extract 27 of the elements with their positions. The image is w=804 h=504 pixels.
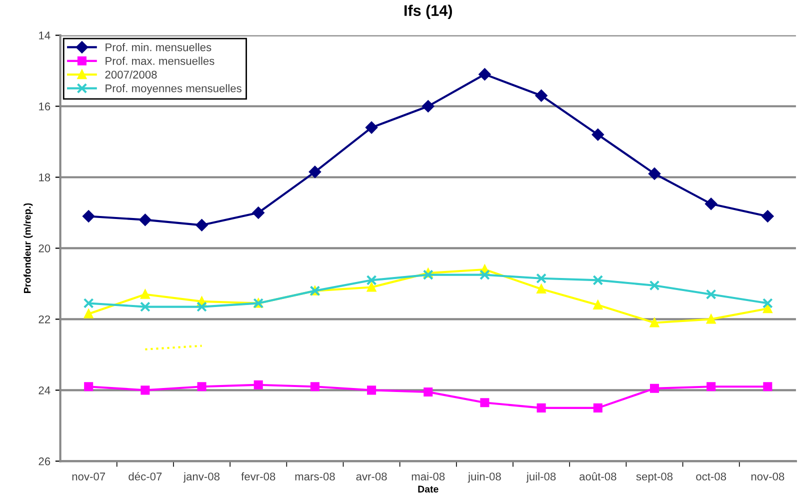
legend-label: Prof. moyennes mensuelles bbox=[106, 84, 242, 94]
legend-label: Prof. min. mensuelles bbox=[106, 43, 212, 52]
y-tick-label: 14 bbox=[39, 32, 50, 40]
y-tick-label: 22 bbox=[38, 315, 50, 324]
x-tick-label: juin-08 bbox=[468, 472, 501, 483]
legend-label: Prof. max. mensuelles bbox=[106, 56, 214, 65]
y-axis-title: Profondeur (m/rep.) bbox=[24, 203, 33, 293]
y-tick-label: 20 bbox=[38, 244, 50, 252]
x-tick-label: déc-07 bbox=[128, 472, 162, 480]
legend-label: 2007/2008 bbox=[105, 70, 157, 79]
x-tick-label: mars-08 bbox=[295, 472, 335, 480]
y-tick-label: 16 bbox=[39, 102, 50, 110]
x-tick-label: fevr-08 bbox=[241, 472, 276, 480]
x-tick-label: mai-08 bbox=[412, 472, 445, 480]
x-tick-label: avr-08 bbox=[356, 472, 387, 480]
x-tick-label: juil-08 bbox=[526, 472, 556, 483]
x-tick-label: sept-08 bbox=[636, 472, 673, 483]
x-tick-label: nov-07 bbox=[72, 472, 106, 480]
x-tick-label: août-08 bbox=[580, 472, 616, 480]
x-tick-label: janv-08 bbox=[183, 472, 220, 483]
x-tick-label: oct-08 bbox=[696, 472, 726, 480]
y-tick-label: 26 bbox=[38, 457, 50, 466]
y-tick-label: 18 bbox=[39, 174, 50, 182]
chart-title: Ifs (14) bbox=[404, 4, 452, 20]
x-axis-title: Date bbox=[418, 486, 438, 493]
y-tick-label: 24 bbox=[38, 386, 50, 394]
x-tick-label: nov-08 bbox=[751, 472, 784, 480]
